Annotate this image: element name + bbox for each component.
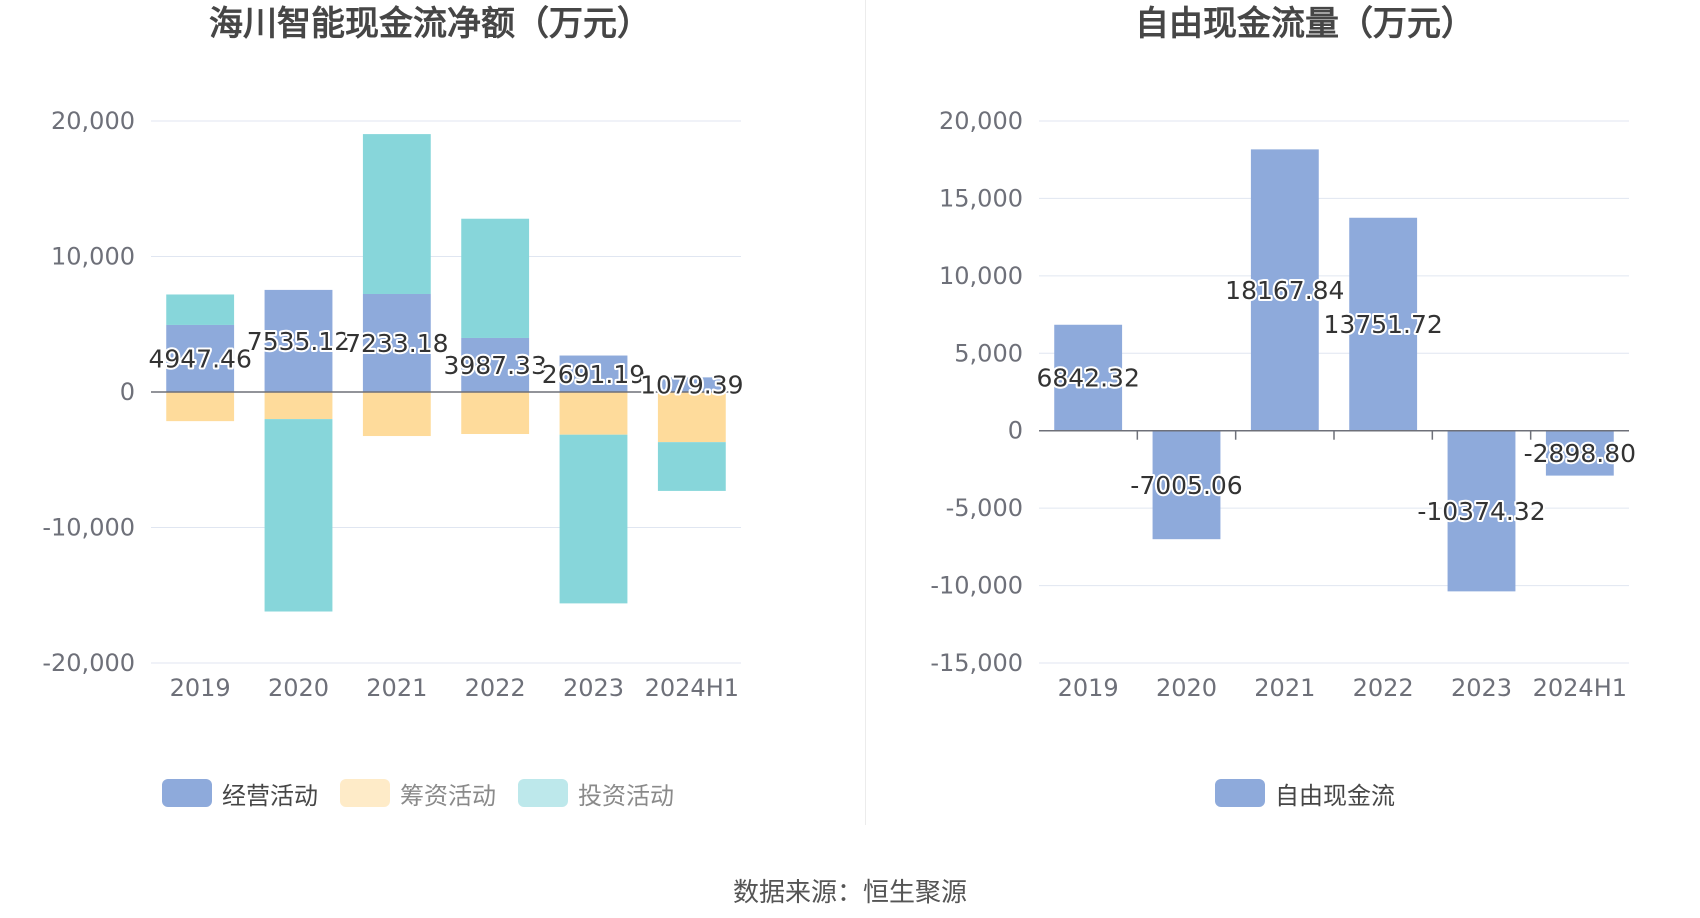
data-label: -7005.06 xyxy=(1130,471,1242,500)
bar-筹资活动-2021 xyxy=(362,392,431,437)
bar-筹资活动-2020 xyxy=(264,392,333,420)
legend-swatch-free-cash-flow xyxy=(1215,779,1265,807)
panel-divider xyxy=(865,0,866,825)
y-tick-label: 10,000 xyxy=(939,262,1023,290)
x-tick-label: 2022 xyxy=(465,674,526,702)
bar-筹资活动-2024H1 xyxy=(657,392,726,443)
legend-swatch-investing xyxy=(518,779,568,807)
x-tick-label: 2024H1 xyxy=(1533,674,1627,702)
data-label: 7535.12 xyxy=(247,327,350,356)
bar-投资活动-2024H1 xyxy=(657,442,726,491)
bar-筹资活动-2022 xyxy=(461,392,530,435)
y-tick-label: -5,000 xyxy=(946,494,1023,522)
legend-item-investing[interactable]: 投资活动 xyxy=(518,776,674,811)
x-tick-label: 2020 xyxy=(268,674,329,702)
y-tick-label: 10,000 xyxy=(51,243,135,271)
chart-title-cash-flow: 海川智能现金流净额（万元） xyxy=(209,4,651,44)
bar-投资活动-2021 xyxy=(362,134,431,294)
y-tick-label: -10,000 xyxy=(930,572,1023,600)
data-label: 18167.84 xyxy=(1225,276,1344,305)
data-label: -2898.80 xyxy=(1524,439,1636,468)
free-cash-flow-bar-chart: 20,000 15,000 10,000 5,000 0 -5,000 -10,000 -15… xyxy=(930,107,1638,702)
bar-投资活动-2020 xyxy=(264,419,333,612)
x-tick-label: 2022 xyxy=(1353,674,1414,702)
y-tick-label: -20,000 xyxy=(42,649,135,677)
bar-投资活动-2022 xyxy=(461,218,530,338)
x-tick-label: 2024H1 xyxy=(645,674,739,702)
bar-自由现金流-2022 xyxy=(1349,217,1418,431)
bar-经营活动-2023 xyxy=(559,355,628,392)
data-source-note: 数据来源：恒生聚源 xyxy=(732,878,967,908)
data-label: 4947.46 xyxy=(148,344,251,373)
x-tick-label: 2019 xyxy=(170,674,231,702)
x-tick-label: 2020 xyxy=(1156,674,1217,702)
legend-label-financing: 筹资活动 xyxy=(400,781,496,810)
legend-item-operating[interactable]: 经营活动 xyxy=(162,776,318,811)
cash-flow-legend: 经营活动 筹资活动 投资活动 xyxy=(162,776,696,811)
y-tick-label: 5,000 xyxy=(954,339,1023,367)
x-tick-label: 2021 xyxy=(366,674,427,702)
bar-自由现金流-2023 xyxy=(1447,430,1516,592)
cash-flow-stacked-bar-chart: 20,000 10,000 0 -10,000 -20,000 2019 2020 2021 2… xyxy=(42,107,745,702)
bar-经营活动-2019 xyxy=(166,324,235,392)
data-label: 2691.19 xyxy=(542,360,645,389)
legend-label-investing: 投资活动 xyxy=(578,781,674,810)
data-label: 1079.39 xyxy=(640,371,743,400)
y-tick-label: 20,000 xyxy=(51,107,135,135)
y-tick-label: 0 xyxy=(120,378,135,406)
bar-经营活动-2020 xyxy=(264,289,333,392)
data-label: 13751.72 xyxy=(1324,310,1443,339)
data-label: 7233.18 xyxy=(345,329,448,358)
legend-swatch-operating xyxy=(162,779,212,807)
legend-label-free-cash-flow: 自由现金流 xyxy=(1275,781,1395,810)
bar-经营活动-2022 xyxy=(461,337,530,392)
chart-title-free-cash-flow: 自由现金流量（万元） xyxy=(1135,4,1475,44)
data-label: 3987.33 xyxy=(443,351,546,380)
bar-经营活动-2021 xyxy=(362,293,431,392)
bar-投资活动-2023 xyxy=(559,434,628,604)
free-cash-flow-legend: 自由现金流 xyxy=(1215,776,1417,811)
y-tick-label: 20,000 xyxy=(939,107,1023,135)
y-tick-label: -10,000 xyxy=(42,514,135,542)
bar-筹资活动-2019 xyxy=(166,392,235,422)
bar-筹资活动-2023 xyxy=(559,392,628,435)
legend-label-operating: 经营活动 xyxy=(222,781,318,810)
bar-经营活动-2024H1 xyxy=(657,377,726,392)
bar-自由现金流-2024H1 xyxy=(1545,430,1614,476)
bar-自由现金流-2020 xyxy=(1152,430,1221,540)
legend-item-free-cash-flow[interactable]: 自由现金流 xyxy=(1215,776,1395,811)
y-tick-label: 15,000 xyxy=(939,184,1023,212)
bar-自由现金流-2019 xyxy=(1054,324,1123,431)
data-label: -10374.32 xyxy=(1417,497,1545,526)
x-tick-label: 2019 xyxy=(1058,674,1119,702)
legend-item-financing[interactable]: 筹资活动 xyxy=(340,776,496,811)
x-tick-label: 2021 xyxy=(1254,674,1315,702)
y-tick-label: -15,000 xyxy=(930,649,1023,677)
bar-自由现金流-2021 xyxy=(1250,149,1319,431)
bar-投资活动-2019 xyxy=(166,294,235,325)
data-label: 6842.32 xyxy=(1036,364,1139,393)
x-tick-label: 2023 xyxy=(563,674,624,702)
x-tick-label: 2023 xyxy=(1451,674,1512,702)
legend-swatch-financing xyxy=(340,779,390,807)
y-tick-label: 0 xyxy=(1008,417,1023,445)
